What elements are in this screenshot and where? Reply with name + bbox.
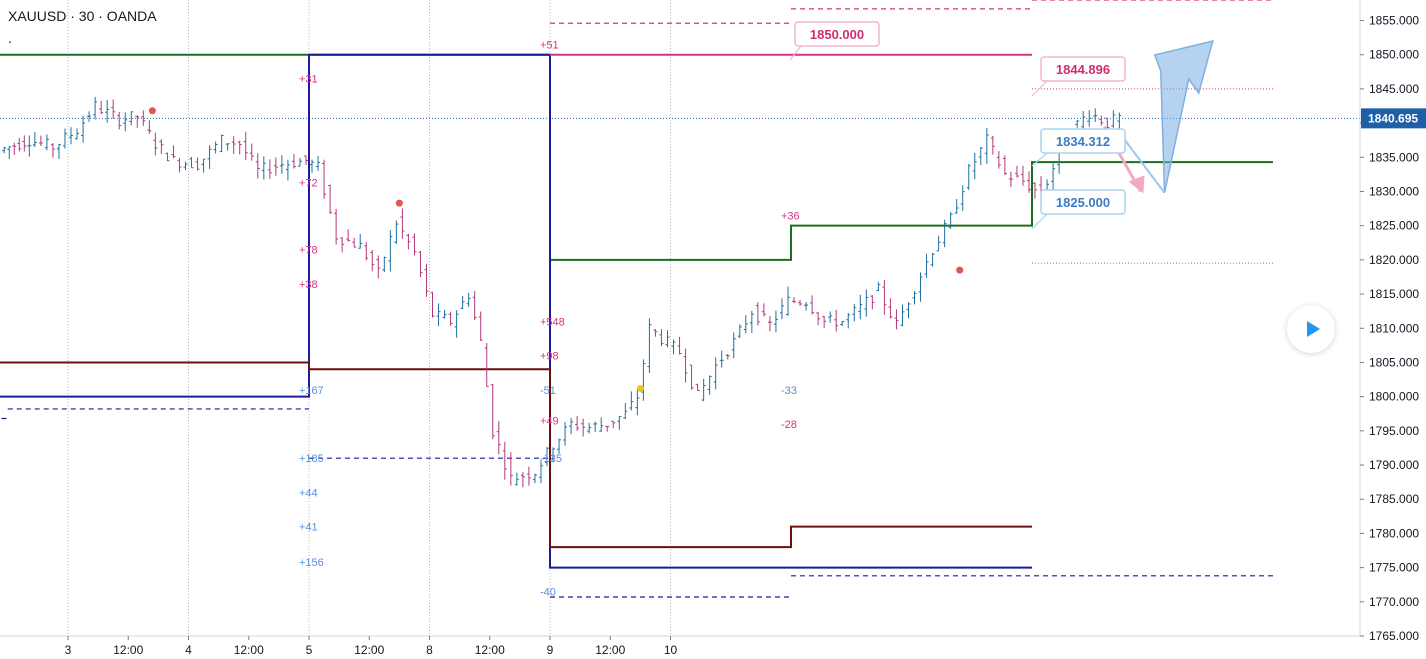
price-tick-label: 1765.000: [1369, 629, 1419, 643]
pivot-level-maroon: [0, 361, 1032, 549]
level-annotation: +49: [540, 416, 559, 428]
level-annotation: +51: [540, 39, 559, 51]
play-icon: [1306, 321, 1320, 337]
level-annotation: +72: [299, 178, 318, 190]
time-tick-label: 12:00: [475, 643, 505, 657]
callout-leader: [789, 45, 802, 61]
price-tick-label: 1790.000: [1369, 458, 1419, 472]
callout-price-label: 1850.000: [810, 27, 864, 42]
pivot-levels: [0, 0, 1273, 598]
price-tick-label: 1835.000: [1369, 150, 1419, 164]
callout-box: [1040, 128, 1126, 154]
signal-marker: [636, 384, 644, 392]
pink-arrow-head: [1128, 175, 1145, 194]
time-tick-label: 12:00: [234, 643, 264, 657]
level-annotation: -28: [781, 419, 797, 431]
level-annotation: -40: [540, 587, 556, 599]
time-tick-label: 12:00: [595, 643, 625, 657]
last-price-badge: [1361, 108, 1426, 129]
price-tick-label: 1855.000: [1369, 14, 1419, 28]
price-tick-label: 1850.000: [1369, 48, 1419, 62]
blue-arrow-lead: [1121, 136, 1166, 194]
price-tick-label: 1795.000: [1369, 424, 1419, 438]
symbol-title: XAUUSD · 30 · OANDA: [8, 8, 157, 24]
time-tick-label: 10: [664, 643, 678, 657]
go-to-realtime-button[interactable]: [1287, 305, 1335, 353]
level-annotation: +98: [540, 351, 559, 363]
price-tick-label: 1770.000: [1369, 595, 1419, 609]
price-tick-label: 1825.000: [1369, 219, 1419, 233]
callout-leader: [1031, 213, 1048, 230]
price-tick-label: 1785.000: [1369, 492, 1419, 506]
time-tick-label: 4: [185, 643, 192, 657]
level-annotation: +156: [299, 557, 324, 569]
price-tick-label: 1815.000: [1369, 287, 1419, 301]
level-annotation: +185: [299, 453, 324, 465]
level-annotation: +38: [299, 279, 318, 291]
level-annotation: +36: [781, 210, 800, 222]
price-tick-label: 1810.000: [1369, 321, 1419, 335]
price-tick-label: 1845.000: [1369, 82, 1419, 96]
time-tick-label: 5: [306, 643, 313, 657]
level-annotation: -51: [540, 385, 556, 397]
price-tick-label: 1780.000: [1369, 526, 1419, 540]
callout-price-label: 1834.312: [1056, 134, 1110, 149]
price-tick-label: 1805.000: [1369, 355, 1419, 369]
time-tick-label: 12:00: [354, 643, 384, 657]
callout-price-label: 1844.896: [1056, 62, 1110, 77]
blue-trend-arrow: [1153, 40, 1214, 194]
price-candles: [2, 96, 1122, 488]
callout-leader: [1031, 80, 1048, 97]
symbol-status-dot: .: [8, 30, 12, 46]
price-tick-label: 1800.000: [1369, 390, 1419, 404]
level-annotation: +548: [540, 316, 565, 328]
time-tick-label: 12:00: [113, 643, 143, 657]
callout-price-label: 1825.000: [1056, 195, 1110, 210]
level-annotation: +41: [299, 522, 318, 534]
level-annotations: +31 +72 +78 +38 +167 +185 +44 +41 +156 +51 +548 +98…: [299, 39, 800, 598]
level-annotation: +78: [299, 245, 318, 257]
pivot-level-green: [0, 53, 1273, 261]
callout-box: [1040, 56, 1126, 82]
signal-marker: [956, 266, 964, 274]
time-tick-label: 3: [65, 643, 72, 657]
pivot-level-navy: [0, 53, 1032, 569]
time-tick-label: 8: [426, 643, 433, 657]
price-tick-label: 1820.000: [1369, 253, 1419, 267]
price-tick-label: 1830.000: [1369, 184, 1419, 198]
time-axis[interactable]: 3 12:00 4 12:00 5 12:00 8 12:00 9 12:00 10: [0, 635, 1360, 657]
signal-marker: [395, 199, 403, 207]
level-annotation: +167: [299, 385, 324, 397]
callout-leader: [1031, 152, 1048, 167]
level-annotation: -33: [781, 385, 797, 397]
callout-box: [794, 21, 880, 47]
chart-grid: [0, 0, 1360, 636]
level-annotation: +44: [299, 487, 318, 499]
price-tick-label: 1775.000: [1369, 561, 1419, 575]
callout-box: [1040, 189, 1126, 215]
price-axis[interactable]: 1765.000 1770.000 1775.000 1780.000 1785.000…: [1359, 0, 1426, 643]
level-annotation: -135: [540, 453, 562, 465]
time-tick-label: 9: [547, 643, 554, 657]
signal-marker: [148, 107, 156, 115]
level-annotation: +31: [299, 74, 318, 86]
last-price-label: 1840.695: [1368, 111, 1418, 125]
price-labels: 1850.000 1844.896 1834.312 1825.000: [789, 21, 1126, 230]
